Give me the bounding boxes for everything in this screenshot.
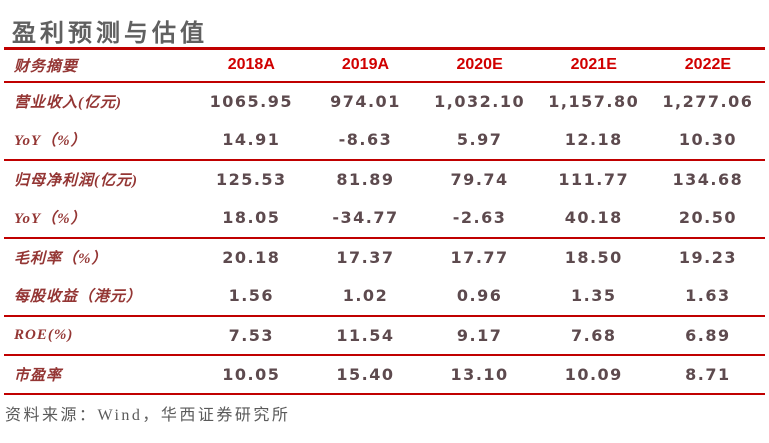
value-cell: 111.77 — [558, 170, 630, 189]
financial-summary-table: 财务摘要 2018A 2019A 2020E 2021E 2022E 营业收入(亿元) 10… — [4, 47, 765, 395]
column-header-year: 2020E — [456, 56, 503, 74]
value-cell: 7.68 — [571, 325, 617, 345]
value-cell: 17.77 — [450, 248, 509, 267]
value-cell: 79.74 — [450, 170, 509, 189]
value-cell: 20.18 — [222, 248, 281, 267]
table-row: 归母净利润(亿元) 125.53 81.89 79.74 111.77 134.68 — [4, 160, 765, 199]
column-header-year: 2018A — [227, 56, 275, 74]
value-cell: 1,157.80 — [548, 92, 640, 111]
value-cell: 15.40 — [336, 364, 395, 384]
column-header-year: 2021E — [570, 56, 617, 74]
row-label: 市盈率 — [14, 367, 63, 384]
row-label: 每股收益（港元） — [14, 289, 143, 305]
data-source-note: 资料来源：Wind，华西证券研究所 — [5, 406, 291, 424]
value-cell: 1.63 — [685, 286, 731, 305]
table-row: 毛利率（%） 20.18 17.37 17.77 18.50 19.23 — [4, 238, 765, 277]
row-label: ROE(%) — [14, 326, 74, 343]
value-cell: 18.05 — [222, 208, 281, 227]
value-cell: 20.50 — [678, 208, 737, 227]
row-label: 归母净利润(亿元) — [14, 173, 138, 189]
value-cell: 134.68 — [672, 170, 744, 189]
column-header-year: 2022E — [684, 56, 732, 74]
table-body: 营业收入(亿元) 1065.95 974.01 1,032.10 1,157.80 1,2… — [4, 82, 765, 394]
value-cell: 19.23 — [678, 248, 737, 267]
table-row: YoY（%） 14.91 -8.63 5.97 12.18 10.30 — [4, 121, 765, 160]
table-row: 市盈率 10.05 15.40 13.10 10.09 8.71 — [4, 355, 765, 394]
value-cell: 1065.95 — [209, 92, 293, 111]
value-cell: 40.18 — [564, 208, 623, 227]
value-cell: 10.30 — [678, 130, 737, 149]
value-cell: 0.96 — [456, 286, 503, 305]
value-cell: 125.53 — [215, 170, 287, 189]
table-row: ROE(%) 7.53 11.54 9.17 7.68 6.89 — [4, 316, 765, 355]
value-cell: 10.09 — [564, 364, 623, 384]
table-row: 营业收入(亿元) 1065.95 974.01 1,032.10 1,157.80 1,2… — [4, 82, 765, 121]
column-header-year: 2019A — [341, 56, 390, 74]
table-header: 财务摘要 2018A 2019A 2020E 2021E 2022E — [4, 49, 765, 82]
value-cell: 1,032.10 — [434, 92, 526, 111]
value-cell: 1.56 — [228, 286, 275, 305]
value-cell: 9.17 — [456, 325, 503, 345]
row-label: YoY（%） — [14, 133, 87, 149]
value-cell: 13.10 — [450, 364, 509, 384]
value-cell: 11.54 — [336, 325, 395, 345]
table-row: 每股收益（港元） 1.56 1.02 0.96 1.35 1.63 — [4, 277, 765, 316]
row-label: YoY（%） — [14, 211, 87, 227]
value-cell: 8.71 — [685, 364, 731, 384]
value-cell: 1.35 — [571, 286, 617, 305]
value-cell: 6.89 — [685, 325, 731, 345]
value-cell: 18.50 — [564, 248, 623, 267]
page-title: 盈利预测与估值 — [12, 21, 208, 47]
value-cell: 14.91 — [222, 130, 281, 149]
value-cell: 5.97 — [456, 130, 503, 149]
value-cell: 974.01 — [330, 92, 401, 111]
column-header-summary: 财务摘要 — [14, 58, 79, 75]
value-cell: -34.77 — [332, 208, 399, 227]
header-row: 财务摘要 2018A 2019A 2020E 2021E 2022E — [4, 49, 765, 82]
value-cell: 7.53 — [228, 325, 275, 345]
value-cell: 81.89 — [336, 170, 395, 189]
row-label: 营业收入(亿元) — [14, 95, 122, 111]
value-cell: -8.63 — [338, 130, 393, 149]
value-cell: 1.02 — [342, 286, 389, 305]
value-cell: 10.05 — [222, 364, 281, 384]
value-cell: 12.18 — [564, 130, 623, 149]
row-label: 毛利率（%） — [14, 251, 108, 267]
value-cell: 17.37 — [336, 248, 395, 267]
table-row: YoY（%） 18.05 -34.77 -2.63 40.18 20.50 — [4, 199, 765, 238]
value-cell: 1,277.06 — [662, 92, 754, 111]
value-cell: -2.63 — [452, 208, 507, 227]
